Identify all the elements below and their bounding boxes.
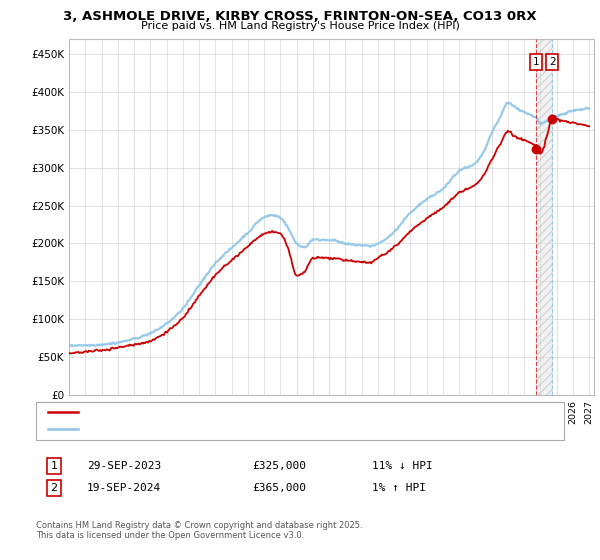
Text: 11% ↓ HPI: 11% ↓ HPI — [372, 461, 433, 471]
Bar — [536, 39, 552, 395]
Text: 19-SEP-2024: 19-SEP-2024 — [87, 483, 161, 493]
Text: 3, ASHMOLE DRIVE, KIRBY CROSS, FRINTON-ON-SEA, CO13 0RX: 3, ASHMOLE DRIVE, KIRBY CROSS, FRINTON-O… — [63, 10, 537, 22]
Text: 1: 1 — [50, 461, 58, 471]
Text: 1: 1 — [533, 57, 539, 67]
Text: HPI: Average price, detached house, Tendring: HPI: Average price, detached house, Tend… — [84, 424, 301, 433]
Text: This data is licensed under the Open Government Licence v3.0.: This data is licensed under the Open Gov… — [36, 531, 304, 540]
Text: 3, ASHMOLE DRIVE, KIRBY CROSS, FRINTON-ON-SEA, CO13 0RX (detached house): 3, ASHMOLE DRIVE, KIRBY CROSS, FRINTON-O… — [84, 408, 472, 417]
Text: 2: 2 — [549, 57, 556, 67]
Text: £365,000: £365,000 — [252, 483, 306, 493]
Text: 2: 2 — [50, 483, 58, 493]
Bar — [536, 39, 552, 395]
Text: 29-SEP-2023: 29-SEP-2023 — [87, 461, 161, 471]
Text: Price paid vs. HM Land Registry's House Price Index (HPI): Price paid vs. HM Land Registry's House … — [140, 21, 460, 31]
Text: 1% ↑ HPI: 1% ↑ HPI — [372, 483, 426, 493]
Text: £325,000: £325,000 — [252, 461, 306, 471]
Text: Contains HM Land Registry data © Crown copyright and database right 2025.: Contains HM Land Registry data © Crown c… — [36, 521, 362, 530]
